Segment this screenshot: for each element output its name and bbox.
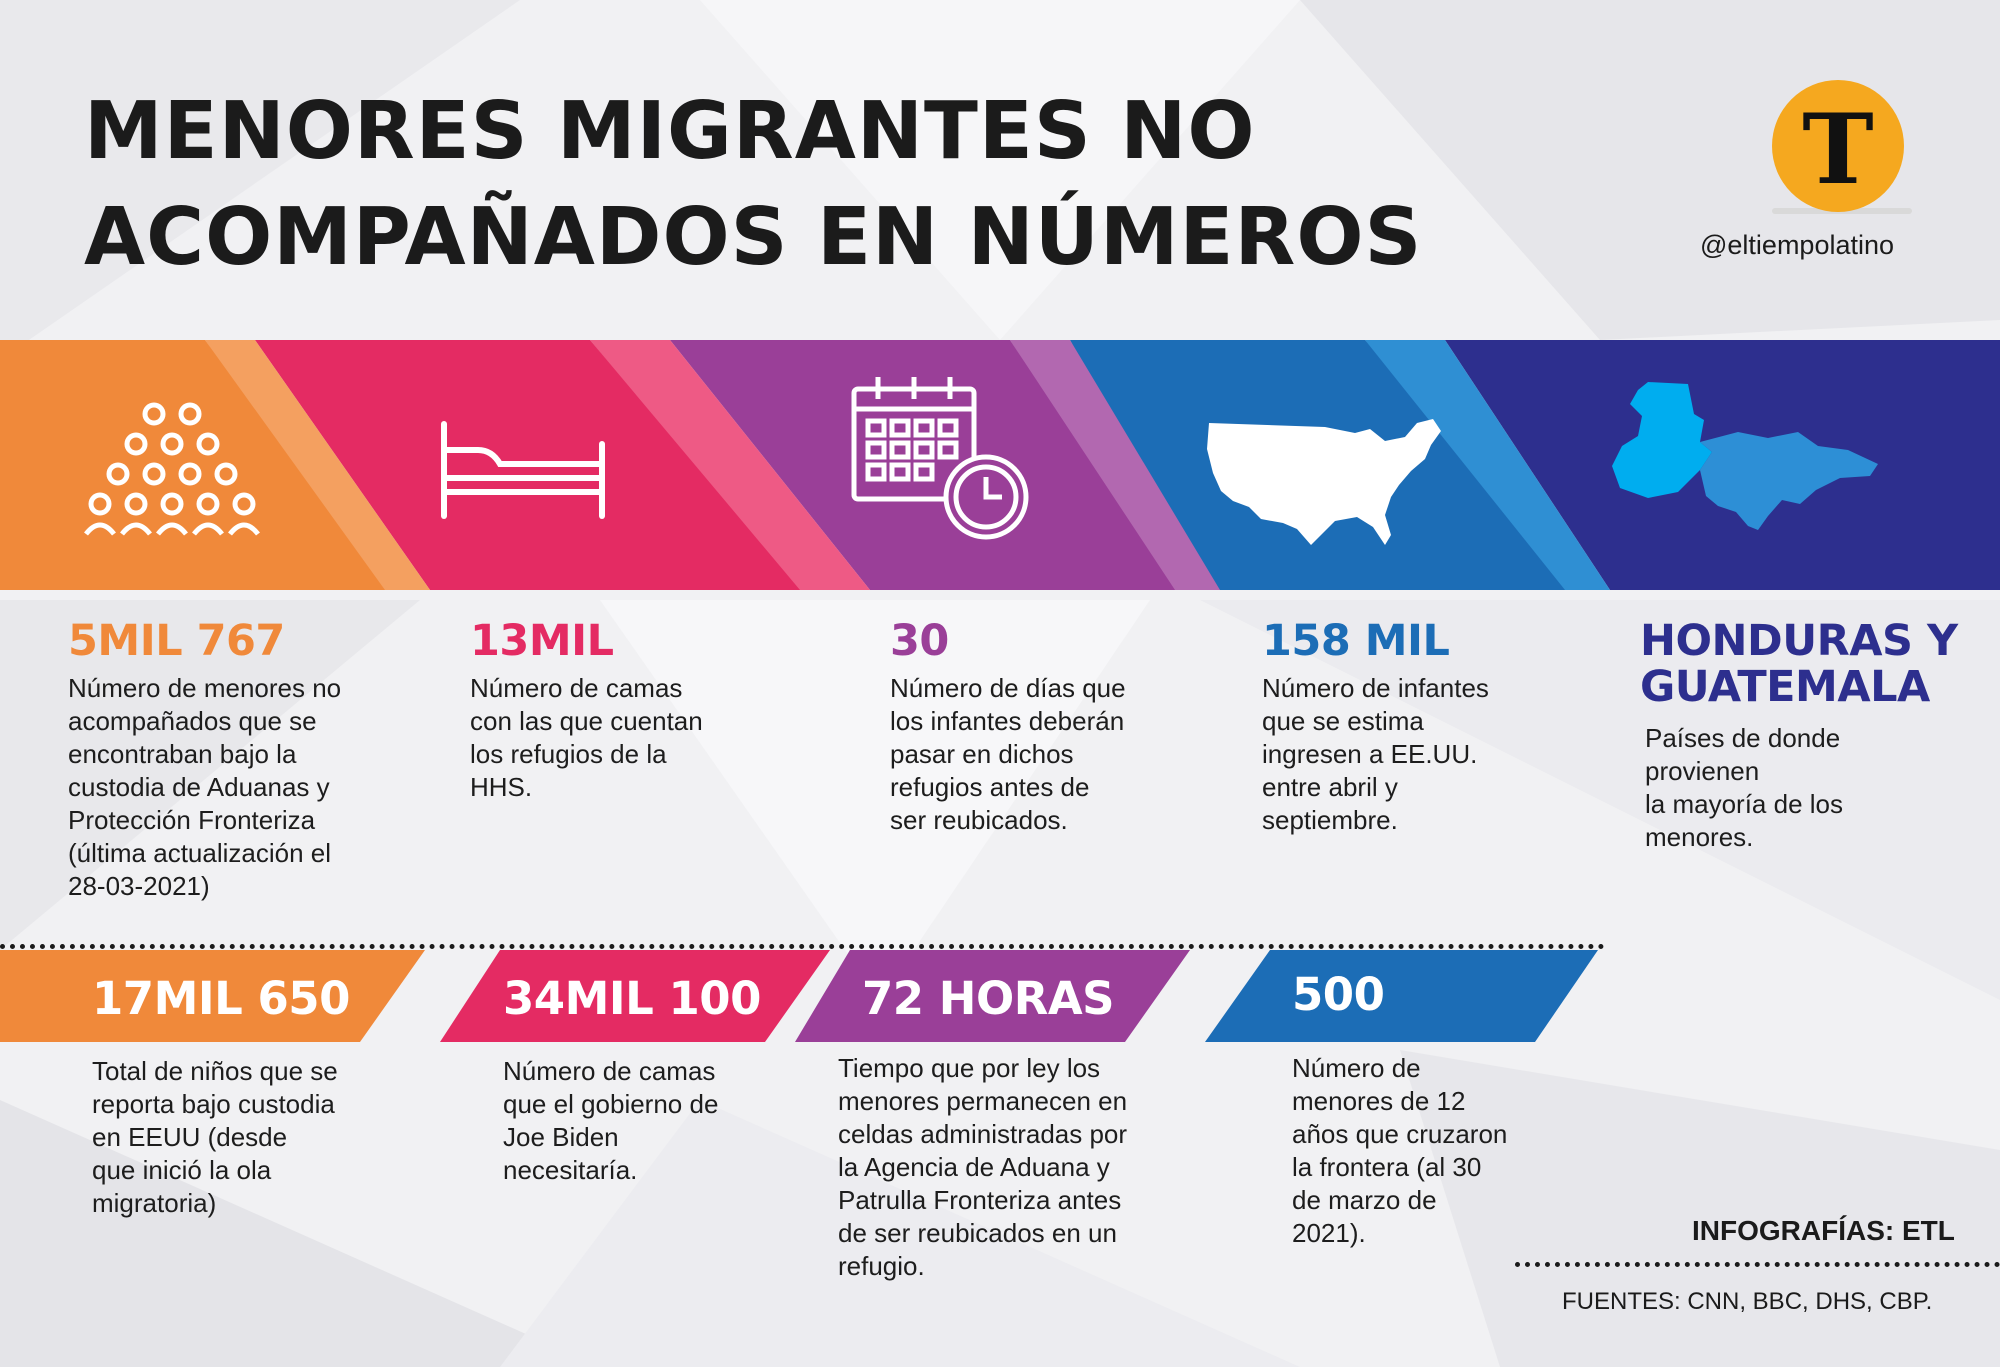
stat-value: 30	[890, 616, 949, 666]
stat-value: 500	[1292, 968, 1385, 1021]
stat-description: Número de camas que el gobierno de Joe B…	[503, 1056, 719, 1185]
stat-value: 72 HORAS	[862, 972, 1115, 1025]
title-line-1: MENORES MIGRANTES NO	[84, 85, 1256, 177]
stat-value: 5MIL 767	[68, 616, 285, 666]
bed-icon	[441, 421, 605, 519]
stat-description: Número de días que los infantes deberán …	[890, 673, 1126, 835]
stat-value: 17MIL 650	[92, 972, 350, 1025]
stat-description: Número de menores de 12 años que cruzaro…	[1292, 1053, 1508, 1248]
central-america-map-icon	[1612, 382, 1878, 530]
stat-description: Número de camas con las que cuentan los …	[470, 673, 703, 802]
sources-text: FUENTES: CNN, BBC, DHS, CBP.	[1562, 1288, 1933, 1315]
brand-handle: @eltiempolatino	[1700, 230, 1895, 260]
stat-card-5: HONDURAS Y GUATEMALA Países de donde pro…	[1640, 618, 1980, 854]
calendar-clock-icon	[851, 377, 1029, 540]
page-title: MENORES MIGRANTES NO ACOMPAÑADOS EN NÚME…	[84, 78, 1422, 290]
stat-description: Total de niños que se reporta bajo custo…	[92, 1056, 338, 1218]
stat-value: 158 MIL	[1262, 616, 1450, 666]
stat-card-3: 30 Número de días que los infantes deber…	[890, 618, 1190, 837]
title-line-2: ACOMPAÑADOS EN NÚMEROS	[84, 191, 1423, 283]
stat-value: 34MIL 100	[503, 972, 761, 1025]
bottom-tabs	[0, 950, 1598, 1042]
stat-value: 13MIL	[470, 616, 614, 666]
stat-value-line-1: HONDURAS Y	[1640, 616, 1958, 666]
stat-card-1: 5MIL 767 Número de menores no acompañado…	[68, 618, 398, 903]
brand-logo: T	[1772, 80, 1904, 212]
stat-description: Número de infantes que se estima ingrese…	[1262, 673, 1489, 835]
logo-letter: T	[1802, 93, 1874, 206]
stat-value-line-2: GUATEMALA	[1640, 662, 1930, 712]
stat-card-4: 158 MIL Número de infantes que se estima…	[1262, 618, 1562, 837]
usa-map-icon	[1207, 419, 1441, 545]
stat-card-2: 13MIL Número de camas con las que cuenta…	[470, 618, 770, 804]
footer-dotted-divider	[1515, 1262, 2000, 1267]
infographic-credit: INFOGRAFÍAS: ETL	[1692, 1215, 1955, 1246]
people-group-icon	[84, 402, 260, 536]
stat-description: Países de donde provienen la mayoría de …	[1645, 723, 1843, 852]
stat-description: Tiempo que por ley los menores permanece…	[838, 1053, 1128, 1281]
stat-description: Número de menores no acompañados que se …	[68, 673, 342, 901]
dotted-divider	[0, 944, 1605, 949]
